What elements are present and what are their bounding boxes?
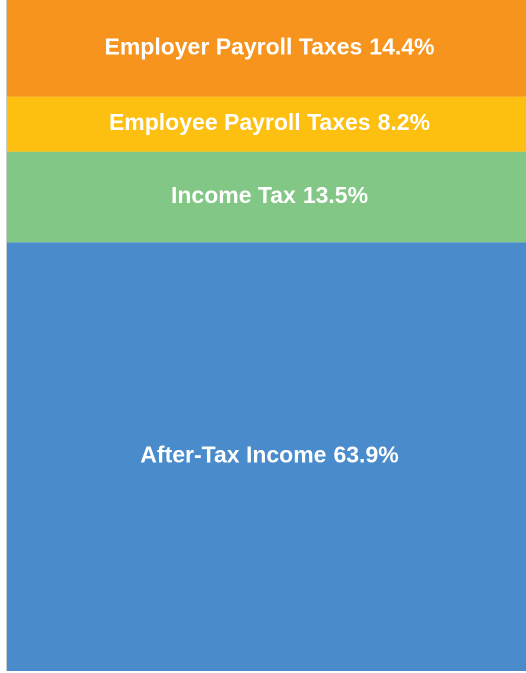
segment-name: After-Tax Income bbox=[140, 442, 326, 468]
segment-label: Employer Payroll Taxes 14.4% bbox=[104, 33, 434, 59]
bar-segment bbox=[7, 151, 526, 243]
segment-label: After-Tax Income 63.9% bbox=[140, 442, 398, 468]
bar-segment bbox=[7, 0, 526, 97]
segment-name: Income Tax bbox=[171, 182, 296, 208]
segment-value: 13.5% bbox=[303, 182, 368, 208]
bar-segment bbox=[7, 242, 526, 671]
segment-value: 63.9% bbox=[333, 442, 398, 468]
segment-name: Employer Payroll Taxes bbox=[104, 33, 362, 59]
segment-value: 8.2% bbox=[378, 109, 430, 135]
segment-label: Employee Payroll Taxes 8.2% bbox=[109, 109, 430, 135]
segment-name: Employee Payroll Taxes bbox=[109, 109, 371, 135]
bar-segment bbox=[7, 96, 526, 152]
segment-value: 14.4% bbox=[369, 33, 434, 59]
segment-label: Income Tax 13.5% bbox=[171, 182, 368, 208]
